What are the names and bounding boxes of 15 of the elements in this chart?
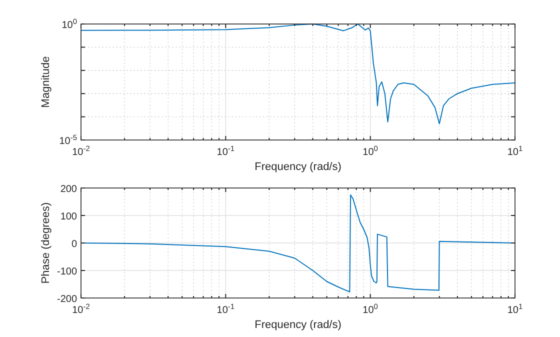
y-tick-label: 10$^{0}$ — [62, 16, 77, 31]
x-tick-label: 10$^{-1}$ — [216, 302, 235, 316]
y-tick-label: -100 — [56, 266, 78, 278]
y-tick-label: 200 — [60, 184, 78, 195]
y-axis-title: Magnitude — [40, 56, 52, 108]
x-tick-label: 10$^{0}$ — [362, 302, 378, 316]
x-tick-label: 10$^{0}$ — [362, 144, 378, 158]
y-tick-label: 100 — [60, 212, 78, 222]
x-axis-title: Frequency (rad/s) — [254, 161, 342, 173]
x-tick-label: 10$^{1}$ — [507, 302, 523, 316]
x-axis-title: Frequency (rad/s) — [254, 319, 342, 331]
y-axis-title: Phase (degrees) — [40, 202, 52, 284]
y-tick-label: 0 — [71, 239, 78, 250]
x-tick-label: 10$^{-1}$ — [216, 144, 235, 158]
x-tick-label: 10$^{1}$ — [507, 144, 523, 158]
